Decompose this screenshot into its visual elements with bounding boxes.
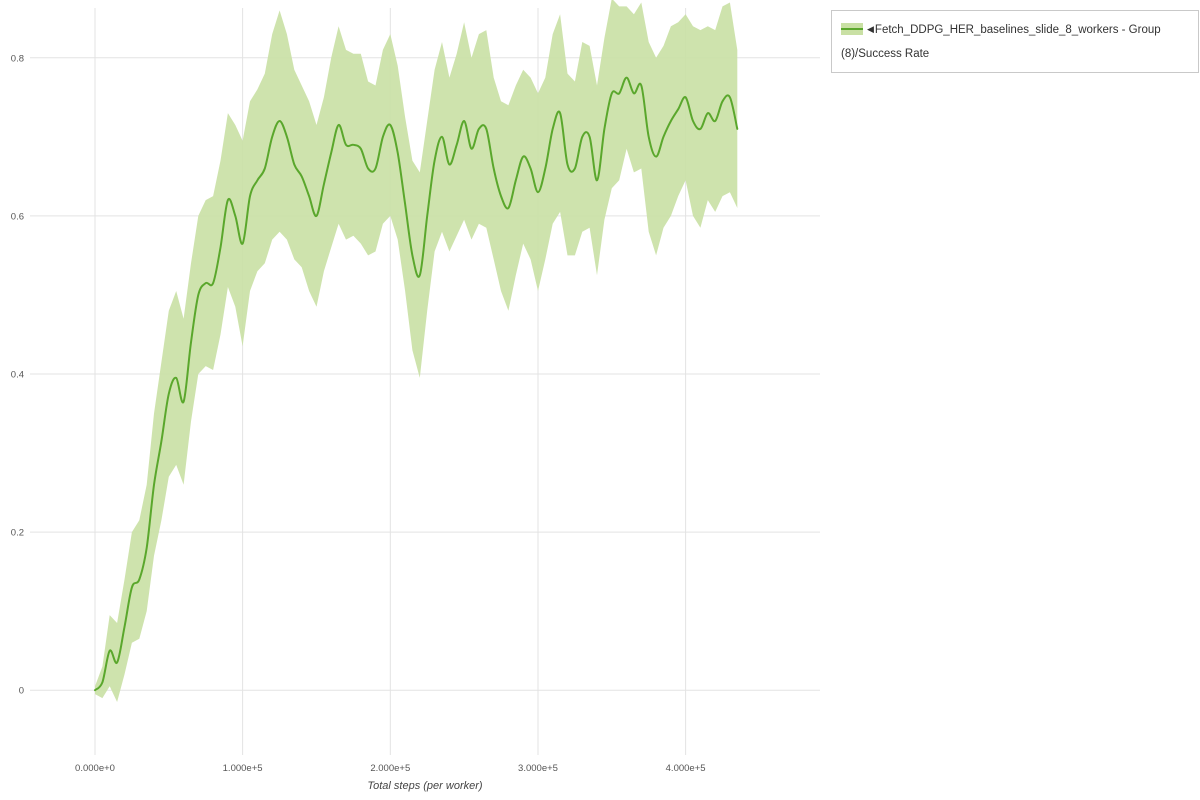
legend-collapse-icon[interactable]: ◀ [867, 24, 874, 34]
legend-swatch [841, 23, 863, 35]
svg-text:0.6: 0.6 [11, 211, 24, 222]
svg-text:0.000e+0: 0.000e+0 [75, 763, 115, 774]
svg-text:3.000e+5: 3.000e+5 [518, 763, 558, 774]
svg-text:0: 0 [19, 686, 24, 697]
svg-text:0.8: 0.8 [11, 53, 24, 64]
svg-text:1.000e+5: 1.000e+5 [223, 763, 263, 774]
legend-item-success-rate[interactable]: ◀Fetch_DDPG_HER_baselines_slide_8_worker… [841, 23, 1161, 60]
legend-swatch-line [841, 28, 863, 30]
legend-label: Fetch_DDPG_HER_baselines_slide_8_workers… [841, 24, 1161, 60]
legend: ◀Fetch_DDPG_HER_baselines_slide_8_worker… [831, 10, 1199, 73]
svg-text:0.4: 0.4 [11, 370, 24, 381]
svg-text:4.000e+5: 4.000e+5 [666, 763, 706, 774]
svg-text:0.2: 0.2 [11, 528, 24, 539]
svg-text:Total steps (per worker): Total steps (per worker) [367, 780, 482, 792]
svg-text:2.000e+5: 2.000e+5 [370, 763, 410, 774]
